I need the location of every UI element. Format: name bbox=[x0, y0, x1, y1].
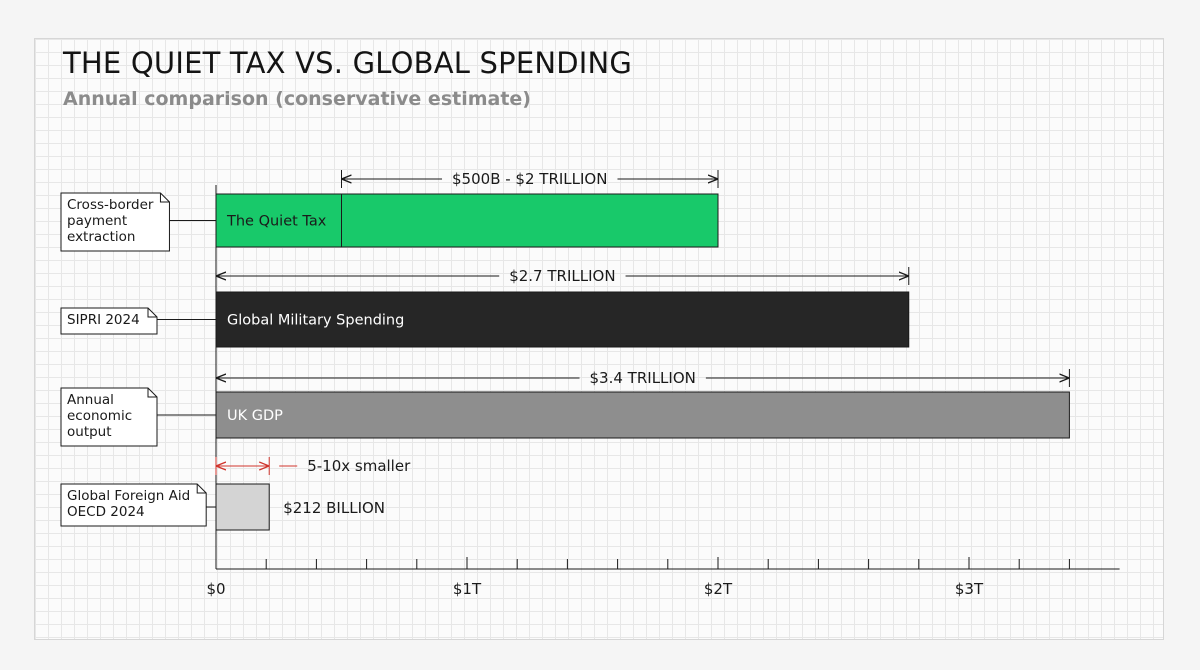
note-fold bbox=[159, 193, 170, 203]
note-line: economic bbox=[67, 408, 132, 424]
note-frame bbox=[60, 483, 207, 527]
note-line: output bbox=[67, 424, 112, 440]
note-frame bbox=[60, 387, 158, 447]
note-line: Cross-border bbox=[67, 197, 154, 213]
span-label: $3.4 TRILLION bbox=[590, 369, 696, 387]
bar-2 bbox=[215, 291, 910, 348]
bar-label: UK GDP bbox=[227, 408, 283, 424]
note-line: SIPRI 2024 bbox=[67, 312, 140, 328]
note-frame bbox=[60, 192, 170, 252]
span-label: 5-10x smaller bbox=[307, 457, 411, 475]
note-fold bbox=[147, 388, 157, 398]
span-label: $2.7 TRILLION bbox=[509, 267, 615, 285]
bar-label: The Quiet Tax bbox=[226, 214, 327, 230]
x-tick-label: $2T bbox=[704, 580, 733, 598]
note-line: payment bbox=[67, 213, 127, 229]
x-tick-label: $3T bbox=[955, 580, 984, 598]
note-box: SIPRI 2024 bbox=[60, 307, 158, 335]
bar-value-label: $212 BILLION bbox=[283, 499, 385, 517]
bar-4 bbox=[215, 483, 270, 531]
note-line: Global Foreign Aid bbox=[67, 488, 190, 504]
note-fold bbox=[147, 308, 157, 318]
bar-3 bbox=[215, 391, 1070, 439]
chart-subtitle: Annual comparison (conservative estimate… bbox=[63, 88, 531, 110]
bar-1 bbox=[215, 193, 719, 248]
note-line: extraction bbox=[67, 229, 135, 245]
note-frame bbox=[60, 307, 158, 335]
note-line: OECD 2024 bbox=[67, 504, 145, 520]
bar-label: Global Military Spending bbox=[227, 313, 404, 329]
note-fold bbox=[196, 484, 207, 494]
x-tick-label: $0 bbox=[206, 580, 225, 598]
note-line: Annual bbox=[67, 392, 114, 408]
x-tick-label: $1T bbox=[453, 580, 482, 598]
span-label: $500B - $2 TRILLION bbox=[452, 170, 607, 188]
chart-title: THE QUIET TAX VS. GLOBAL SPENDING bbox=[63, 46, 633, 80]
